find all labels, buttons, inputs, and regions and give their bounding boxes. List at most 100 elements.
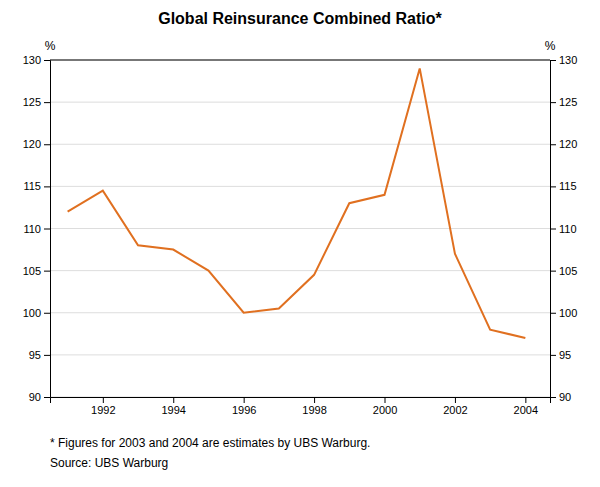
- tick-label: 105: [23, 265, 41, 277]
- tick-mark: [550, 186, 556, 187]
- tick-mark: [455, 397, 456, 403]
- line: [68, 68, 526, 338]
- tick-label: 100: [559, 307, 577, 319]
- tick-mark: [44, 144, 50, 145]
- tick: 100: [23, 307, 50, 319]
- tick-label: 2004: [514, 404, 538, 416]
- tick: 110: [23, 223, 50, 235]
- tick: 1996: [232, 397, 256, 416]
- title: Global Reinsurance Combined Ratio*: [158, 10, 442, 27]
- tick-label: 1992: [91, 404, 115, 416]
- footnote: Source: UBS Warburg: [50, 456, 168, 470]
- plot: 1992 1994 1996 1998 2000 2002 2004 90 95 100 105 11…: [23, 54, 578, 416]
- tick-label: 2002: [443, 404, 467, 416]
- tick-label: 110: [23, 223, 41, 235]
- tick: 130: [550, 54, 577, 66]
- tick: 95: [550, 349, 571, 361]
- tick: 105: [23, 265, 50, 277]
- tick-mark: [550, 60, 556, 61]
- tick-mark: [44, 313, 50, 314]
- tick-mark: [103, 397, 104, 403]
- tick-mark: [44, 397, 50, 398]
- tick-mark: [244, 397, 245, 403]
- tick-label: 120: [559, 138, 577, 150]
- tick-label: 95: [559, 349, 571, 361]
- tick: 105: [550, 265, 577, 277]
- tick-label: 100: [23, 307, 41, 319]
- tick-mark: [44, 355, 50, 356]
- grid-line: [50, 312, 550, 313]
- grid-line: [50, 60, 550, 61]
- tick-mark: [550, 313, 556, 314]
- x-axis: 1992 1994 1996 1998 2000 2002 2004: [51, 397, 551, 416]
- tick: 100: [550, 307, 577, 319]
- grid-line: [50, 144, 550, 145]
- tick: 110: [550, 223, 577, 235]
- tick: 2004: [514, 397, 538, 416]
- tick-label: 105: [559, 265, 577, 277]
- grid-line: [50, 270, 550, 271]
- tick: 2002: [443, 397, 467, 416]
- grid: [50, 60, 550, 397]
- tick: 115: [550, 180, 577, 192]
- tick: 125: [550, 96, 577, 108]
- tick-label: 90: [29, 391, 41, 403]
- tick-mark: [550, 271, 556, 272]
- tick-label: 90: [559, 391, 571, 403]
- tick-mark: [44, 271, 50, 272]
- tick: 1992: [91, 397, 115, 416]
- chart: 1992 1994 1996 1998 2000 2002 2004 90 95 100 105 11…: [0, 0, 600, 487]
- tick-mark: [525, 397, 526, 403]
- tick-label: 1998: [302, 404, 326, 416]
- tick-mark: [44, 102, 50, 103]
- tick: 1998: [302, 397, 326, 416]
- x-axis-line: [51, 398, 551, 404]
- tick-label: 130: [23, 54, 41, 66]
- grid-line: [50, 186, 550, 187]
- tick-label: 120: [23, 138, 41, 150]
- tick-label: 125: [23, 96, 41, 108]
- tick: 1994: [161, 397, 185, 416]
- tick-label: 2000: [373, 404, 397, 416]
- tick-label: 125: [559, 96, 577, 108]
- y-axis-line: [44, 61, 51, 398]
- tick-mark: [550, 355, 556, 356]
- y-axis: 90 95 100 105 110 115 120 125 130: [23, 54, 51, 403]
- grid-line: [50, 228, 550, 229]
- tick-mark: [173, 397, 174, 403]
- tick-label: 110: [559, 223, 577, 235]
- tick-mark: [385, 397, 386, 403]
- tick-mark: [550, 102, 556, 103]
- tick-mark: [550, 229, 556, 230]
- grid-line: [50, 354, 550, 355]
- tick-label: 1996: [232, 404, 256, 416]
- y2-axis-line: [551, 61, 557, 398]
- tick: 2000: [373, 397, 397, 416]
- tick-mark: [44, 186, 50, 187]
- tick-label: 115: [23, 180, 41, 192]
- tick-mark: [550, 144, 556, 145]
- tick: 120: [550, 138, 577, 150]
- y2-axis-label: %: [545, 39, 556, 53]
- tick: 90: [550, 391, 571, 403]
- marks: [68, 68, 526, 338]
- tick: 115: [23, 180, 50, 192]
- tick-mark: [44, 229, 50, 230]
- y-axis-label: %: [45, 39, 56, 53]
- tick: 90: [29, 391, 50, 403]
- tick-label: 115: [559, 180, 577, 192]
- grid-line: [50, 102, 550, 103]
- tick: 95: [29, 349, 50, 361]
- tick-label: 130: [559, 54, 577, 66]
- tick-mark: [44, 60, 50, 61]
- y2-axis: 90 95 100 105 110 115 120 125 130: [550, 54, 577, 403]
- tick: 125: [23, 96, 50, 108]
- tick: 120: [23, 138, 50, 150]
- tick-mark: [550, 397, 556, 398]
- footnote: * Figures for 2003 and 2004 are estimate…: [50, 436, 370, 450]
- tick: 130: [23, 54, 50, 66]
- tick-mark: [314, 397, 315, 403]
- tick-label: 1994: [161, 404, 185, 416]
- frame: [50, 60, 550, 61]
- tick-label: 95: [29, 349, 41, 361]
